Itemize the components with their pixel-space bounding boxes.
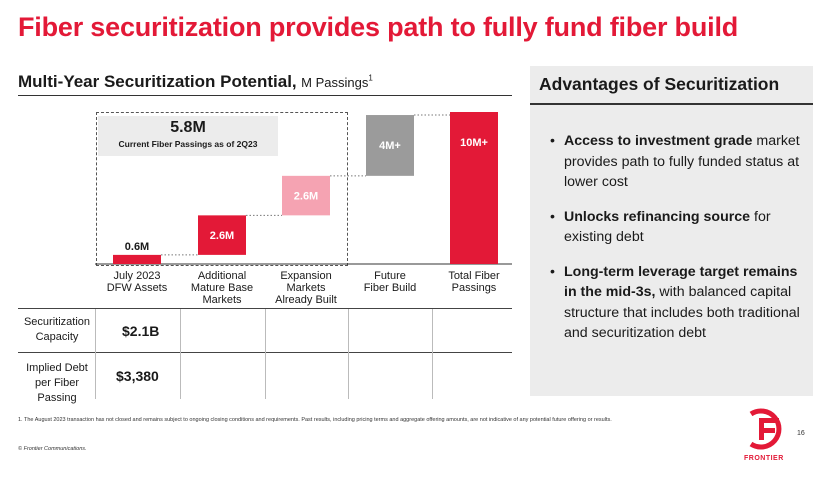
callout-value: 5.8M — [170, 119, 206, 136]
bullet-text: for existing debt — [564, 208, 771, 246]
current-passings-bracket — [96, 112, 348, 266]
category-label-3: Future Fiber Build — [364, 270, 417, 294]
table-top-rule — [18, 308, 512, 309]
row-label-securitization-capacity: Securitization Capacity — [23, 316, 91, 343]
frontier-logo-icon — [749, 408, 782, 450]
bar-3 — [366, 115, 414, 176]
bar-label-0: 0.6M — [125, 241, 149, 253]
bullet-text: market provides path to fully funded sta… — [564, 133, 800, 190]
bullet-bold-text: Unlocks refinancing source — [564, 208, 751, 225]
callout-text: Current Fiber Passings as of 2Q23 — [118, 139, 258, 149]
table-divider — [265, 309, 266, 399]
table-divider — [432, 309, 433, 399]
table-divider — [348, 309, 349, 399]
category-label-2: Expansion Markets Already Built — [275, 270, 337, 306]
bar-label-2: 2.6M — [294, 191, 318, 203]
copyright: © Frontier Communications. — [18, 446, 87, 452]
footnote-marker: 1 — [368, 73, 373, 83]
category-label-0: July 2023 DFW Assets — [107, 270, 168, 294]
bullet-text: with balanced capital structure that inc… — [564, 284, 800, 341]
current-passings-callout: 5.8M Current Fiber Passings as of 2Q23 — [98, 116, 278, 156]
chart-header-unit: M Passings — [301, 75, 369, 90]
chart-header: Multi-Year Securitization Potential, M P… — [18, 72, 512, 96]
bullet-bold-text: Access to investment grade — [564, 133, 753, 149]
bar-label-4: 10M+ — [460, 137, 488, 149]
bar-label-3: 4M+ — [379, 140, 401, 152]
bar-0 — [113, 254, 161, 264]
bar-4 — [450, 112, 498, 264]
chart-header-title: Multi-Year Securitization Potential, — [18, 72, 297, 91]
page-number: 16 — [797, 430, 805, 437]
row-value-securitization-capacity: $2.1B — [122, 323, 160, 339]
footnote: 1. The August 2023 transaction has not c… — [18, 417, 612, 423]
table-divider — [95, 309, 96, 399]
bullet-bold-text: Long-term leverage target remains in the… — [564, 263, 798, 301]
bar-2 — [282, 175, 330, 216]
panel-title: Advantages of Securitization — [539, 74, 780, 94]
panel-rule — [530, 103, 813, 105]
bullet-item: Unlocks refinancing source for existing … — [550, 207, 805, 248]
category-label-4: Total Fiber Passings — [448, 270, 500, 294]
logo-text: FRONTIER — [744, 455, 784, 462]
row-value-implied-debt: $3,380 — [116, 368, 159, 384]
slide-title: Fiber securitization provides path to fu… — [18, 12, 739, 42]
bar-label-1: 2.6M — [210, 230, 234, 242]
bullet-item: Long-term leverage target remains in the… — [550, 262, 805, 344]
advantages-panel: Advantages of Securitization Access to i… — [530, 66, 813, 396]
category-label-1: Additional Mature Base Markets — [191, 270, 253, 306]
bullet-list: Access to investment grade market provid… — [550, 131, 805, 358]
row-label-implied-debt: Implied Debt per Fiber Passing — [26, 362, 88, 404]
table-divider — [180, 309, 181, 399]
bar-1 — [198, 215, 246, 255]
bullet-item: Access to investment grade market provid… — [550, 131, 805, 193]
